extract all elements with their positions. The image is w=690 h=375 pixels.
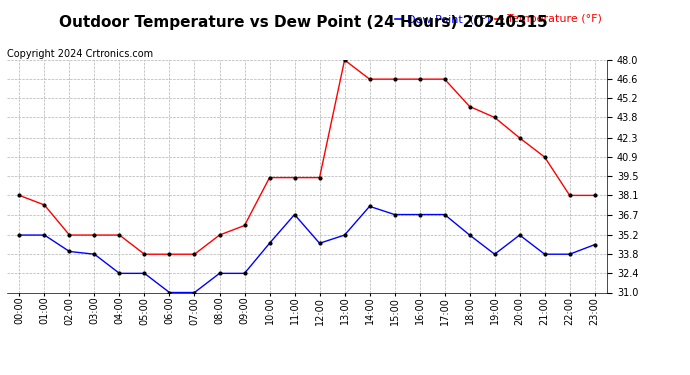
Legend: Dew Point  (°F), Temperature (°F): Dew Point (°F), Temperature (°F) xyxy=(395,14,602,24)
Text: Copyright 2024 Crtronics.com: Copyright 2024 Crtronics.com xyxy=(7,49,153,59)
Text: Outdoor Temperature vs Dew Point (24 Hours) 20240315: Outdoor Temperature vs Dew Point (24 Hou… xyxy=(59,15,548,30)
